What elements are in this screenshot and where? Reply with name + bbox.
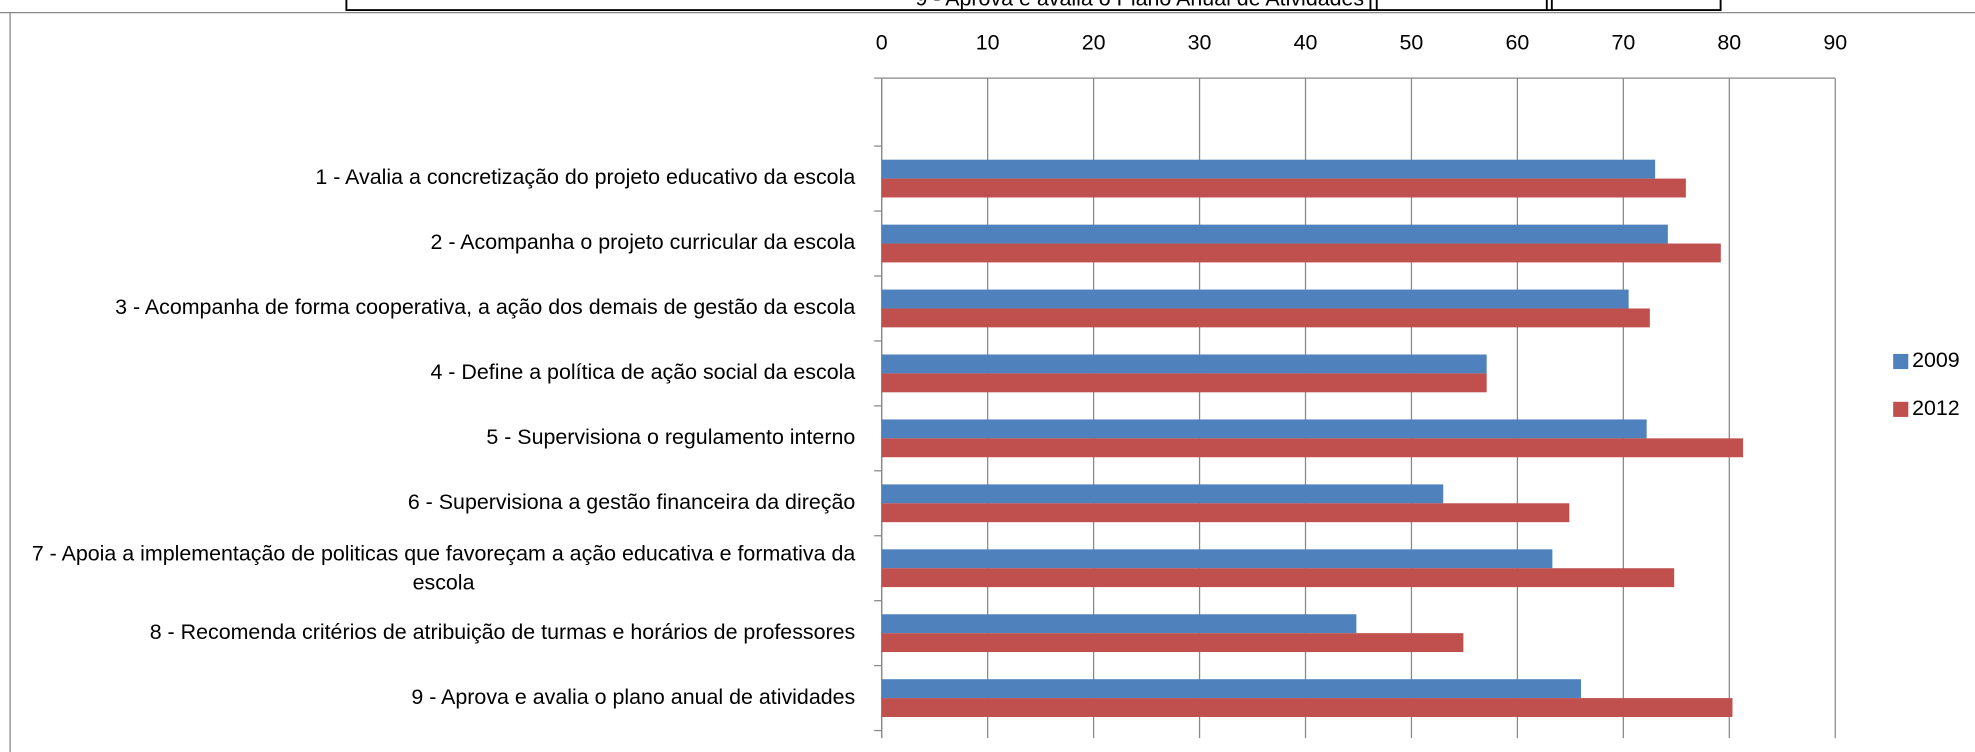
x-tick-label: 40 bbox=[1294, 31, 1318, 55]
legend-label: 2009 bbox=[1912, 348, 1960, 372]
bar bbox=[881, 698, 1733, 717]
x-tick-label: 20 bbox=[1082, 31, 1106, 55]
bar bbox=[881, 224, 1668, 244]
y-tick-label: 1 - Avalia a concretização do projeto ed… bbox=[315, 165, 855, 189]
y-tick-label: 6 - Supervisiona a gestão financeira da … bbox=[408, 490, 855, 514]
y-tick-label: 5 - Supervisiona o regulamento interno bbox=[486, 425, 855, 449]
bar bbox=[881, 419, 1647, 439]
legend-label: 2012 bbox=[1912, 396, 1960, 420]
x-tick-label: 30 bbox=[1188, 31, 1212, 55]
bar bbox=[881, 438, 1744, 458]
table-fragment bbox=[345, 0, 1722, 12]
y-tick-label: 2 - Acompanha o projeto curricular da es… bbox=[430, 230, 855, 254]
y-tick-label: 3 - Acompanha de forma cooperativa, a aç… bbox=[115, 295, 855, 319]
x-tick-label: 0 bbox=[876, 31, 888, 55]
legend-swatch bbox=[1893, 401, 1909, 417]
bar bbox=[881, 178, 1686, 198]
x-tick-label: 10 bbox=[976, 31, 1000, 55]
y-tick-label: 8 - Recomenda critérios de atribuição de… bbox=[150, 620, 856, 644]
bar bbox=[881, 354, 1487, 374]
bar bbox=[881, 633, 1464, 653]
x-tick-label: 70 bbox=[1611, 31, 1635, 55]
x-tick-label: 90 bbox=[1823, 31, 1847, 55]
y-tick-label: 7 - Apoia a implementação de politicas q… bbox=[32, 541, 856, 594]
bar bbox=[881, 503, 1570, 523]
bar bbox=[881, 373, 1487, 393]
bar bbox=[881, 243, 1721, 263]
bar bbox=[881, 159, 1656, 179]
bar bbox=[881, 679, 1581, 699]
x-tick-label: 60 bbox=[1505, 31, 1529, 55]
x-tick-label: 50 bbox=[1400, 31, 1424, 55]
bar bbox=[881, 308, 1650, 328]
bar bbox=[881, 549, 1553, 569]
y-tick-label: 4 - Define a política de ação social da … bbox=[430, 360, 855, 384]
y-tick-label: 9 - Aprova e avalia o plano anual de ati… bbox=[411, 685, 855, 709]
bar bbox=[881, 484, 1444, 504]
legend-swatch bbox=[1893, 353, 1909, 370]
bar bbox=[881, 568, 1675, 588]
x-tick-label: 80 bbox=[1717, 31, 1741, 55]
bar bbox=[881, 289, 1629, 309]
table-row-text: 9 - Aprova e avalia o Plano Anual de Ati… bbox=[915, 0, 1364, 11]
bar bbox=[881, 614, 1357, 634]
